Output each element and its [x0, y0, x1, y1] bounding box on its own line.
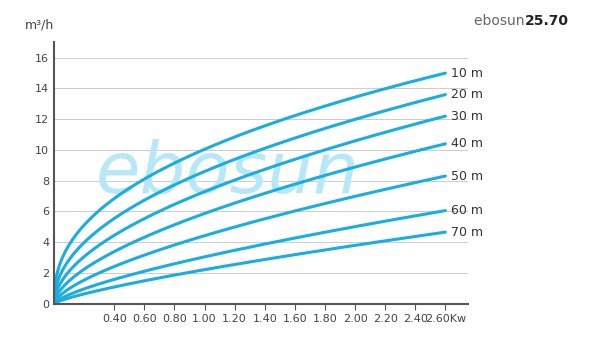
Text: ebosun: ebosun	[474, 14, 529, 28]
Text: 70 m: 70 m	[451, 226, 484, 239]
Text: 60 m: 60 m	[451, 204, 484, 217]
Text: m³/h: m³/h	[25, 19, 54, 32]
Text: 20 m: 20 m	[451, 88, 484, 101]
Text: 50 m: 50 m	[451, 169, 484, 183]
Text: 10 m: 10 m	[451, 67, 484, 79]
Text: 40 m: 40 m	[451, 137, 484, 150]
Text: 25.70: 25.70	[525, 14, 569, 28]
Text: ebosun: ebosun	[96, 138, 360, 208]
Text: 30 m: 30 m	[451, 110, 484, 122]
